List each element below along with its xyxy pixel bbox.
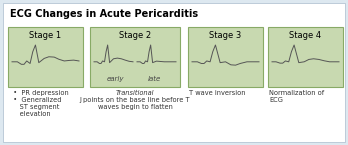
Text: J points on the base line before T
waves begin to flatten: J points on the base line before T waves…: [80, 97, 190, 110]
FancyBboxPatch shape: [268, 27, 343, 87]
Text: Stage 1: Stage 1: [30, 31, 62, 40]
Text: Normalization of
ECG: Normalization of ECG: [269, 90, 324, 103]
FancyBboxPatch shape: [188, 27, 263, 87]
Text: Transitional: Transitional: [116, 90, 154, 96]
Text: •  PR depression
  •  Generalized
     ST segment
     elevation: • PR depression • Generalized ST segment…: [9, 90, 69, 117]
FancyBboxPatch shape: [90, 27, 180, 87]
Text: Stage 4: Stage 4: [290, 31, 322, 40]
Text: ECG Changes in Acute Pericarditis: ECG Changes in Acute Pericarditis: [10, 9, 198, 19]
Text: Stage 2: Stage 2: [119, 31, 151, 40]
Text: early: early: [106, 76, 124, 82]
Text: Stage 3: Stage 3: [209, 31, 242, 40]
FancyBboxPatch shape: [3, 3, 345, 142]
Text: T wave inversion: T wave inversion: [189, 90, 245, 96]
FancyBboxPatch shape: [8, 27, 83, 87]
Text: late: late: [148, 76, 161, 82]
